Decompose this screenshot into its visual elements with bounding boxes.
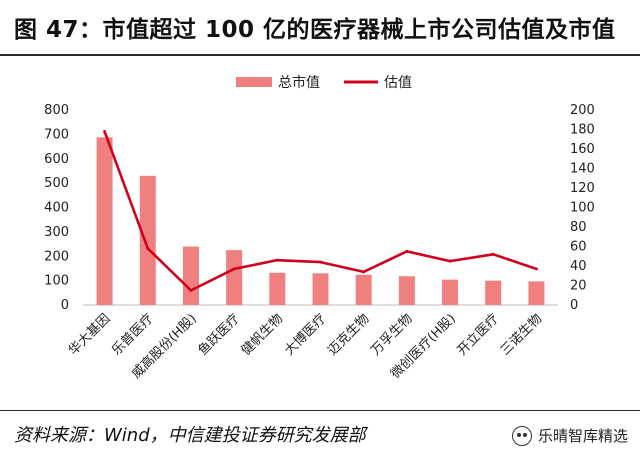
line-path bbox=[103, 130, 537, 292]
watermark-text: 乐晴智库精选 bbox=[537, 427, 628, 445]
y-left-tick-label: 800 bbox=[44, 103, 69, 118]
legend-label-bar: 总市值 bbox=[278, 74, 320, 91]
x-tick-label: 迈克生物 bbox=[325, 311, 372, 358]
bar bbox=[398, 276, 415, 305]
line-point bbox=[103, 129, 107, 133]
y-right-tick-label: 60 bbox=[570, 240, 587, 255]
y-left-tick-label: 400 bbox=[44, 201, 69, 216]
bar bbox=[528, 281, 545, 305]
line-point bbox=[275, 258, 279, 262]
y-right-tick-label: 40 bbox=[570, 259, 587, 274]
line-point bbox=[405, 249, 409, 253]
legend: 总市值 估值 bbox=[236, 74, 412, 91]
x-tick-label: 三诺生物 bbox=[498, 311, 545, 358]
legend-label-line: 估值 bbox=[384, 75, 412, 91]
line-point bbox=[319, 260, 322, 264]
x-axis-labels: 华大基因乐普医疗威高股份(H股)鱼跃医疗健帆生物大博医疗迈克生物万孚生物微创医疗… bbox=[66, 311, 545, 382]
y-left-tick-label: 200 bbox=[44, 249, 69, 264]
bar bbox=[139, 175, 156, 305]
legend-swatch-bar bbox=[236, 77, 272, 87]
bar bbox=[485, 280, 502, 305]
bar-series bbox=[96, 137, 545, 305]
y-right-tick-label: 0 bbox=[570, 298, 578, 313]
line-point bbox=[146, 246, 150, 250]
bar bbox=[442, 279, 459, 305]
bar bbox=[226, 250, 243, 305]
y-left-tick-label: 300 bbox=[44, 225, 69, 240]
y-left-tick-label: 0 bbox=[61, 298, 69, 313]
bar bbox=[355, 274, 372, 305]
source-bar: 资料来源：Wind，中信建投证券研究发展部 乐晴智库精选 bbox=[0, 410, 640, 464]
line-point bbox=[448, 259, 452, 263]
bar bbox=[312, 273, 329, 305]
figure-title: 图 47：市值超过 100 亿的医疗器械上市公司估值及市值 bbox=[14, 17, 616, 43]
line-point bbox=[534, 267, 538, 271]
y-left-tick-label: 700 bbox=[44, 127, 69, 142]
x-tick-label: 开立医疗 bbox=[455, 311, 502, 358]
y-right-tick-label: 120 bbox=[570, 181, 595, 196]
y-right-tick-label: 100 bbox=[570, 201, 595, 216]
line-series bbox=[103, 129, 538, 292]
y-left-tick-label: 100 bbox=[44, 274, 69, 289]
x-tick-label: 鱼跃医疗 bbox=[195, 311, 243, 359]
y-right-tick-label: 20 bbox=[570, 279, 587, 294]
y-right-tick-label: 180 bbox=[570, 123, 595, 138]
y-right-tick-label: 160 bbox=[570, 142, 595, 157]
line-point bbox=[232, 267, 236, 271]
axes: 0 100 200 300 400 500 600 700 800 0 20 40 60 80 100 120… bbox=[44, 103, 595, 313]
x-tick-label: 华大基因 bbox=[66, 311, 113, 358]
line-point bbox=[362, 270, 366, 274]
y-left-tick-label: 500 bbox=[44, 176, 69, 191]
y-right-tick-label: 80 bbox=[570, 220, 587, 235]
chart: 总市值 估值 0 100 200 300 400 500 600 700 800 0 20 40 60 80… bbox=[44, 74, 595, 382]
bar bbox=[96, 137, 113, 305]
watermark: 乐晴智库精选 bbox=[511, 425, 628, 446]
bar bbox=[269, 272, 286, 305]
line-point bbox=[189, 288, 193, 292]
y-right-tick-label: 200 bbox=[570, 103, 595, 118]
bar bbox=[182, 246, 199, 305]
y-left-tick-label: 600 bbox=[44, 152, 69, 167]
x-tick-label: 健帆生物 bbox=[239, 311, 286, 358]
wechat-icon bbox=[511, 425, 532, 446]
y-right-tick-label: 140 bbox=[570, 162, 595, 177]
x-tick-label: 大博医疗 bbox=[282, 311, 329, 358]
source-note: 资料来源：Wind，中信建投证券研究发展部 bbox=[14, 425, 366, 446]
line-point bbox=[491, 252, 495, 256]
figure-title-bar: 图 47：市值超过 100 亿的医疗器械上市公司估值及市值 bbox=[0, 0, 640, 56]
